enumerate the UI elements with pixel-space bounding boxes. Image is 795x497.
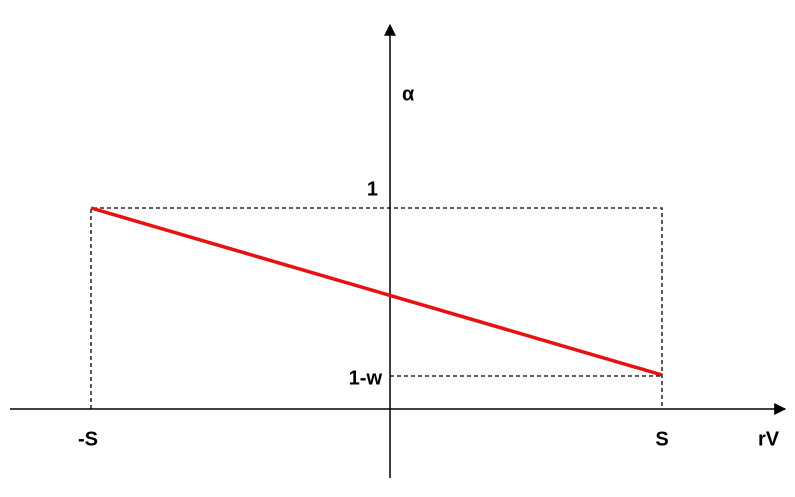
x-tick-label: -S [78, 428, 98, 450]
x-axis-label: rV [758, 428, 780, 450]
y-axis-label: α [402, 83, 415, 105]
alpha-line [90, 206, 663, 377]
y-tick-label: 1 [367, 178, 378, 200]
guide-box [90, 207, 663, 409]
y-tick-label: 1-w [349, 367, 383, 389]
x-tick-label: S [655, 428, 668, 450]
